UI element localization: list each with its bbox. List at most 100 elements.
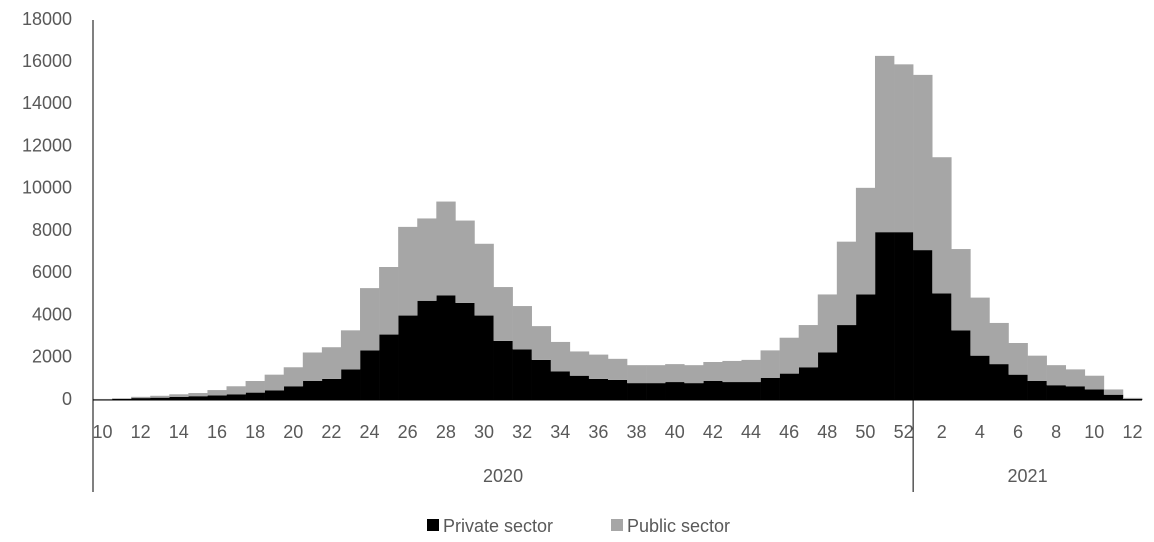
bar bbox=[321, 378, 342, 400]
x-tick-label: 50 bbox=[855, 422, 875, 442]
bar bbox=[1084, 389, 1105, 400]
bar bbox=[607, 379, 628, 400]
x-tick-label: 10 bbox=[1084, 422, 1104, 442]
bar bbox=[970, 355, 990, 400]
bar bbox=[455, 220, 475, 303]
bar bbox=[836, 325, 857, 400]
bar bbox=[951, 330, 971, 400]
bar bbox=[226, 386, 246, 395]
bar bbox=[207, 390, 227, 396]
bar bbox=[1122, 397, 1143, 399]
bar bbox=[874, 232, 895, 400]
x-tick-label: 18 bbox=[245, 422, 265, 442]
bar bbox=[817, 294, 838, 353]
legend-label: Private sector bbox=[443, 516, 553, 536]
x-tick-label: 46 bbox=[779, 422, 799, 442]
bar bbox=[188, 393, 208, 397]
bar bbox=[531, 326, 552, 360]
x-tick-label: 14 bbox=[169, 422, 189, 442]
bar bbox=[493, 340, 513, 400]
x-tick-label: 38 bbox=[627, 422, 647, 442]
bar bbox=[512, 306, 532, 350]
y-tick-label: 6000 bbox=[32, 262, 72, 282]
y-tick-label: 14000 bbox=[22, 93, 72, 113]
x-tick-label: 16 bbox=[207, 422, 227, 442]
bar bbox=[493, 287, 513, 341]
bar bbox=[760, 377, 780, 400]
bar bbox=[550, 341, 571, 372]
bar bbox=[379, 267, 399, 335]
bar bbox=[131, 396, 151, 399]
bar bbox=[302, 381, 323, 400]
bar bbox=[512, 349, 532, 400]
bar bbox=[1103, 394, 1124, 400]
bar bbox=[646, 383, 666, 400]
x-tick-label: 40 bbox=[665, 422, 685, 442]
bar bbox=[264, 374, 285, 391]
bar bbox=[360, 288, 380, 351]
bar bbox=[703, 362, 723, 381]
bar bbox=[550, 371, 571, 400]
bar bbox=[703, 381, 723, 400]
bar bbox=[379, 334, 399, 400]
x-tick-label: 44 bbox=[741, 422, 761, 442]
bar bbox=[302, 352, 323, 381]
bar bbox=[779, 373, 799, 400]
bar bbox=[932, 157, 952, 294]
legend-label: Public sector bbox=[627, 516, 730, 536]
bar bbox=[417, 218, 437, 301]
bar bbox=[321, 347, 342, 379]
x-tick-label: 20 bbox=[283, 422, 303, 442]
bar bbox=[836, 241, 857, 326]
y-tick-label: 16000 bbox=[22, 51, 72, 71]
bar bbox=[1008, 343, 1028, 375]
bar bbox=[569, 375, 590, 400]
bar bbox=[855, 294, 876, 400]
bar bbox=[150, 397, 170, 400]
bar bbox=[245, 381, 265, 393]
bar bbox=[913, 250, 933, 400]
bar bbox=[417, 300, 437, 400]
bar bbox=[569, 351, 590, 376]
bar bbox=[874, 55, 895, 233]
bar bbox=[188, 396, 208, 400]
group-label: 2020 bbox=[483, 466, 523, 486]
x-tick-label: 22 bbox=[321, 422, 341, 442]
bar bbox=[474, 315, 494, 400]
x-tick-label: 8 bbox=[1051, 422, 1061, 442]
bar bbox=[283, 367, 304, 387]
y-tick-label: 10000 bbox=[22, 178, 72, 198]
bar bbox=[798, 325, 819, 368]
bar bbox=[455, 302, 475, 400]
bar bbox=[398, 315, 418, 400]
bar bbox=[760, 350, 780, 378]
bar bbox=[360, 350, 380, 400]
bar bbox=[627, 383, 647, 400]
bar bbox=[1046, 365, 1067, 386]
bar bbox=[1027, 381, 1047, 400]
bar bbox=[112, 398, 132, 399]
bar bbox=[1065, 369, 1086, 387]
bar bbox=[627, 365, 647, 384]
y-tick-label: 2000 bbox=[32, 347, 72, 367]
bar bbox=[207, 395, 227, 400]
x-tick-label: 36 bbox=[588, 422, 608, 442]
bar bbox=[1084, 375, 1105, 390]
bar bbox=[1027, 355, 1047, 381]
bar bbox=[855, 187, 876, 295]
bar bbox=[283, 386, 304, 400]
bar bbox=[932, 293, 952, 400]
bar bbox=[436, 201, 456, 296]
x-tick-label: 30 bbox=[474, 422, 494, 442]
bar bbox=[665, 364, 685, 383]
bar bbox=[894, 64, 914, 233]
bar bbox=[741, 382, 761, 400]
bar bbox=[1122, 398, 1143, 400]
bar bbox=[169, 396, 189, 400]
x-tick-label: 24 bbox=[360, 422, 380, 442]
x-tick-label: 48 bbox=[817, 422, 837, 442]
x-tick-label: 32 bbox=[512, 422, 532, 442]
bar bbox=[1046, 385, 1067, 400]
y-tick-label: 4000 bbox=[32, 304, 72, 324]
bar bbox=[531, 359, 552, 400]
